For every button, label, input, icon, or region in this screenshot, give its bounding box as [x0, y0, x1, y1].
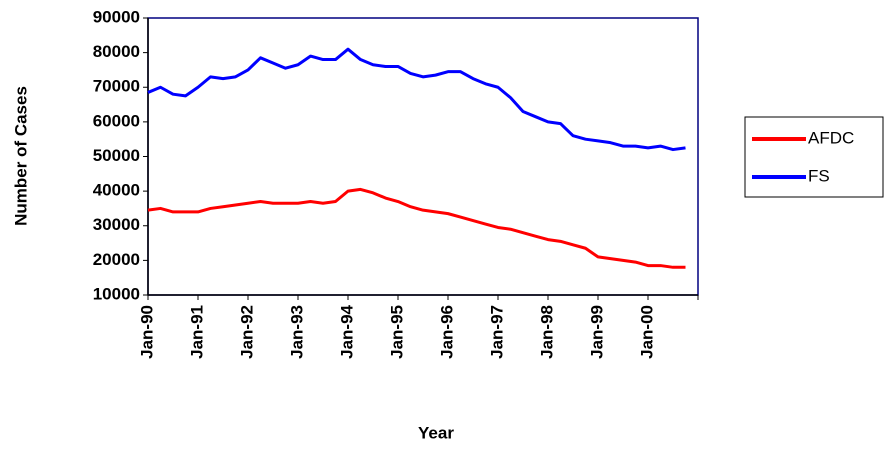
x-tick-label: Jan-90 [137, 305, 156, 359]
y-tick-label: 60000 [93, 111, 140, 130]
y-tick-label: 20000 [93, 250, 140, 269]
y-tick-label: 70000 [93, 77, 140, 96]
legend-box [744, 116, 884, 198]
x-tick-label: Jan-92 [237, 305, 256, 359]
y-tick-label: 90000 [93, 7, 140, 26]
x-axis-title: Year [418, 423, 454, 442]
x-tick-label: Jan-00 [637, 305, 656, 359]
y-tick-label: 30000 [93, 215, 140, 234]
y-tick-label: 40000 [93, 181, 140, 200]
series-line [147, 187, 686, 269]
x-tick-label: Jan-94 [337, 304, 356, 358]
x-tick-label: Jan-93 [287, 305, 306, 359]
x-tick-label: Jan-97 [487, 305, 506, 359]
legend-label: AFDC [808, 128, 854, 147]
x-tick-label: Jan-99 [587, 305, 606, 359]
x-tick-label: Jan-95 [387, 305, 406, 359]
x-tick-label: Jan-96 [437, 305, 456, 359]
x-tick-label: Jan-98 [537, 305, 556, 359]
y-tick-label: 80000 [93, 42, 140, 61]
plot-frame [147, 17, 699, 296]
series-line [147, 47, 686, 152]
y-tick-label: 50000 [93, 146, 140, 165]
x-tick-label: Jan-91 [187, 305, 206, 359]
y-tick-label: 10000 [93, 284, 140, 303]
y-axis-title: Number of Cases [11, 86, 30, 226]
legend-label: FS [808, 166, 830, 185]
